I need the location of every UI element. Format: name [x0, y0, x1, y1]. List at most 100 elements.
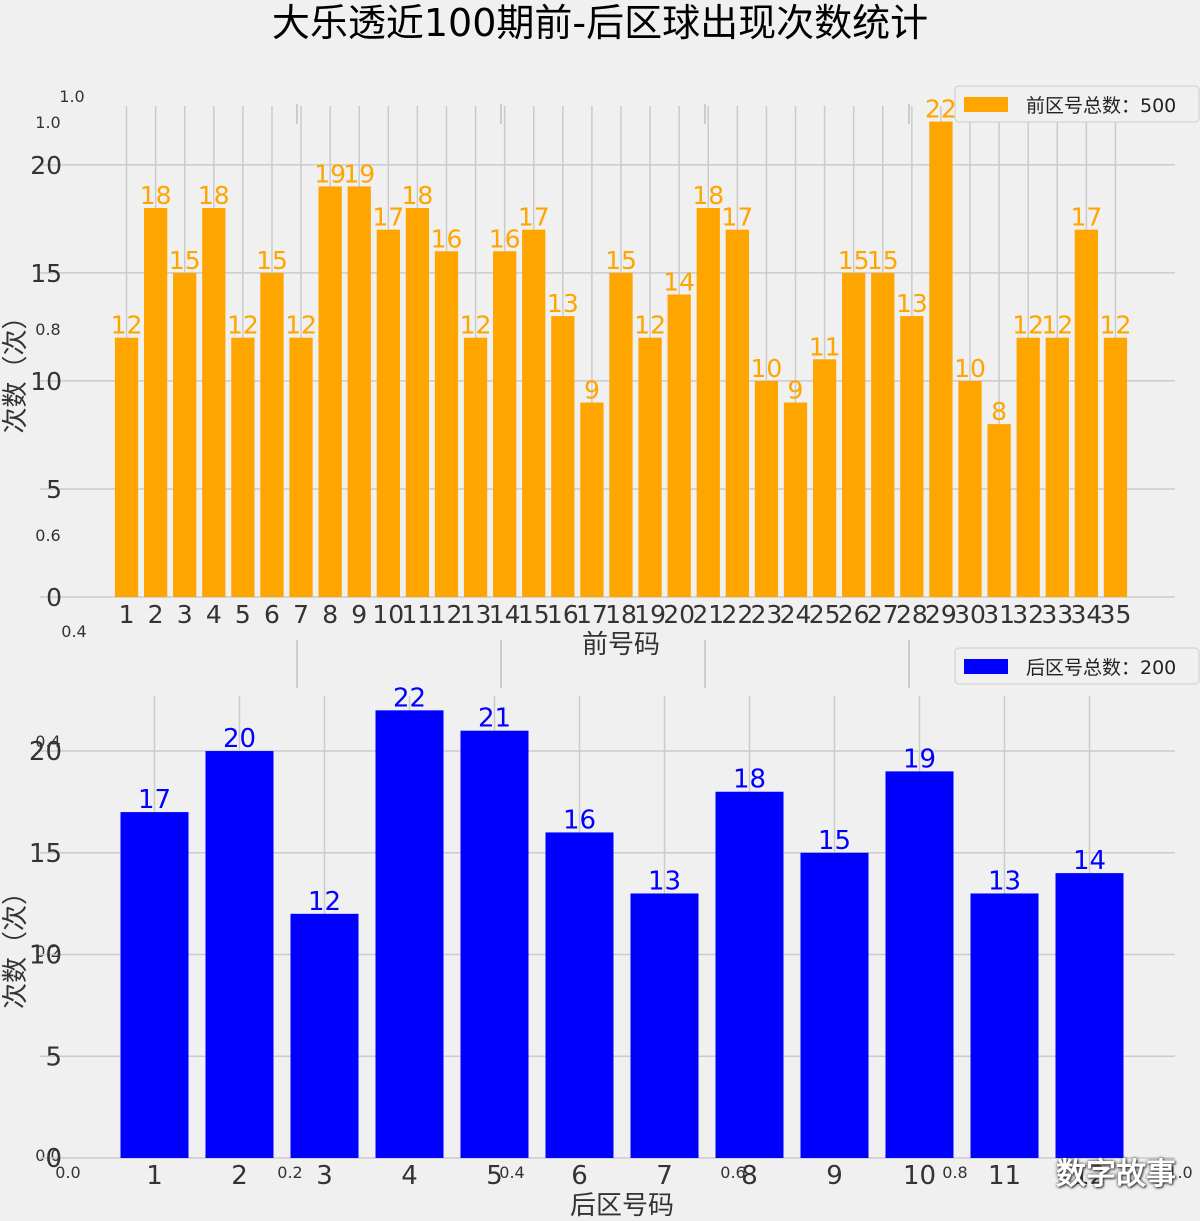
- bar-value-label: 13: [896, 289, 928, 318]
- bar-value-label: 14: [663, 267, 695, 296]
- bar: [405, 208, 430, 598]
- back-zone-chart: 0 5 10 15 20 17 1 20 2 12 3 22 4 21 5 16 6 13 7 18 8 15 9 19 10 1…: [1, 647, 1200, 1221]
- bar-value-label: 12: [227, 311, 259, 340]
- ghost-y-tick-label: 1.0: [59, 87, 84, 106]
- bar-value-label: 16: [563, 805, 596, 835]
- ghost-y-tick-label: 1.0: [35, 113, 60, 132]
- bar-value-label: 15: [838, 246, 870, 275]
- x-tick-label: 7: [656, 1161, 673, 1191]
- bar: [376, 229, 400, 598]
- bar: [375, 710, 444, 1158]
- bar: [609, 272, 633, 597]
- ghost-y-tick-label: 0.4: [61, 622, 86, 641]
- x-tick-label: 11: [988, 1161, 1021, 1191]
- bar: [638, 337, 662, 597]
- bar-value-label: 10: [954, 354, 986, 383]
- legend-label: 后区号总数：200: [1026, 657, 1176, 679]
- bar-value-label: 22: [925, 95, 957, 124]
- x-tick-label: 25: [809, 600, 841, 629]
- y-axis-label: 次数（次）: [1, 303, 31, 433]
- bar-value-label: 13: [547, 289, 579, 318]
- bar-value-label: 19: [343, 159, 375, 188]
- bar: [1055, 873, 1124, 1158]
- bar-value-label: 8: [991, 397, 1007, 426]
- ghost-x-tick-label: 0.6: [720, 1163, 745, 1182]
- bar-value-label: 17: [372, 203, 404, 232]
- bar-value-label: 16: [489, 224, 521, 253]
- bar-value-label: 17: [138, 785, 171, 815]
- bar: [173, 272, 197, 597]
- x-tick-label: 7: [293, 600, 309, 629]
- x-tick-label: 9: [351, 600, 367, 629]
- bar-value-label: 12: [308, 887, 341, 917]
- bar-value-label: 14: [1073, 846, 1106, 876]
- bar: [143, 208, 168, 598]
- x-tick-label: 9: [826, 1161, 843, 1191]
- y-axis-label: 次数（次）: [1, 879, 31, 1009]
- bar-value-label: 19: [903, 744, 936, 774]
- bar: [205, 751, 274, 1158]
- bar: [754, 380, 779, 597]
- x-tick-label: 35: [1100, 600, 1132, 629]
- figure-title: 大乐透近100期前-后区球出现次数统计: [272, 1, 928, 45]
- x-tick-label: 28: [896, 600, 928, 629]
- y-tick-label: 10: [30, 367, 62, 396]
- y-tick-label: 0: [46, 583, 62, 612]
- bar-value-label: 15: [256, 246, 288, 275]
- bar-value-label: 12: [111, 311, 143, 340]
- bar-value-label: 19: [314, 159, 346, 188]
- y-tick-label: 5: [46, 475, 62, 504]
- ghost-y-tick-label: 0.6: [35, 526, 60, 545]
- ghost-y-tick-label: 0.0: [35, 1146, 60, 1165]
- bar: [696, 208, 720, 598]
- bar: [725, 229, 749, 598]
- bar-value-label: 11: [809, 332, 841, 361]
- legend-swatch: [964, 97, 1008, 112]
- bar: [1045, 337, 1069, 597]
- ghost-x-tick-label: 1.0: [1167, 1163, 1192, 1182]
- y-tick-label: 20: [30, 151, 62, 180]
- bar: [318, 186, 342, 597]
- x-tick-label: 27: [867, 600, 899, 629]
- bar-value-label: 21: [478, 704, 511, 734]
- bar: [522, 229, 546, 598]
- bar: [580, 402, 604, 597]
- x-tick-label: 5: [235, 600, 251, 629]
- bar: [347, 186, 371, 597]
- bar: [434, 251, 459, 597]
- x-tick-label: 1: [119, 600, 135, 629]
- x-tick-label: 2: [231, 1161, 248, 1191]
- x-tick-label: 19: [634, 600, 666, 629]
- bar: [783, 402, 808, 597]
- bar: [1074, 229, 1099, 598]
- x-tick-label: 23: [751, 600, 783, 629]
- x-tick-label: 1: [146, 1161, 163, 1191]
- bar-value-label: 15: [605, 246, 637, 275]
- bar-value-label: 17: [721, 203, 753, 232]
- y-tick-label: 15: [29, 839, 62, 869]
- x-tick-label: 8: [322, 600, 338, 629]
- legend-box: [954, 85, 1200, 123]
- x-tick-label: 17: [576, 600, 608, 629]
- bar: [120, 812, 189, 1158]
- bar-value-label: 13: [648, 866, 681, 896]
- y-tick-label: 10: [29, 941, 62, 971]
- x-tick-label: 30: [954, 600, 986, 629]
- bar: [289, 337, 313, 597]
- x-tick-label: 13: [460, 600, 492, 629]
- bar-value-label: 9: [584, 376, 600, 405]
- y-tick-label: 5: [45, 1042, 62, 1072]
- x-tick-label: 6: [571, 1161, 588, 1191]
- x-tick-label: 33: [1041, 600, 1073, 629]
- bar-value-label: 22: [393, 683, 426, 713]
- bar: [885, 771, 954, 1158]
- watermark-text: 数字故事: [1056, 1157, 1176, 1192]
- bar: [900, 316, 924, 597]
- ghost-x-tick-label: 0.2: [277, 1163, 302, 1182]
- x-tick-label: 3: [316, 1161, 333, 1191]
- bar: [958, 380, 982, 597]
- bar-value-label: 18: [733, 765, 766, 795]
- x-tick-label: 5: [486, 1161, 503, 1191]
- bar-value-label: 20: [223, 724, 256, 754]
- bar: [970, 893, 1039, 1158]
